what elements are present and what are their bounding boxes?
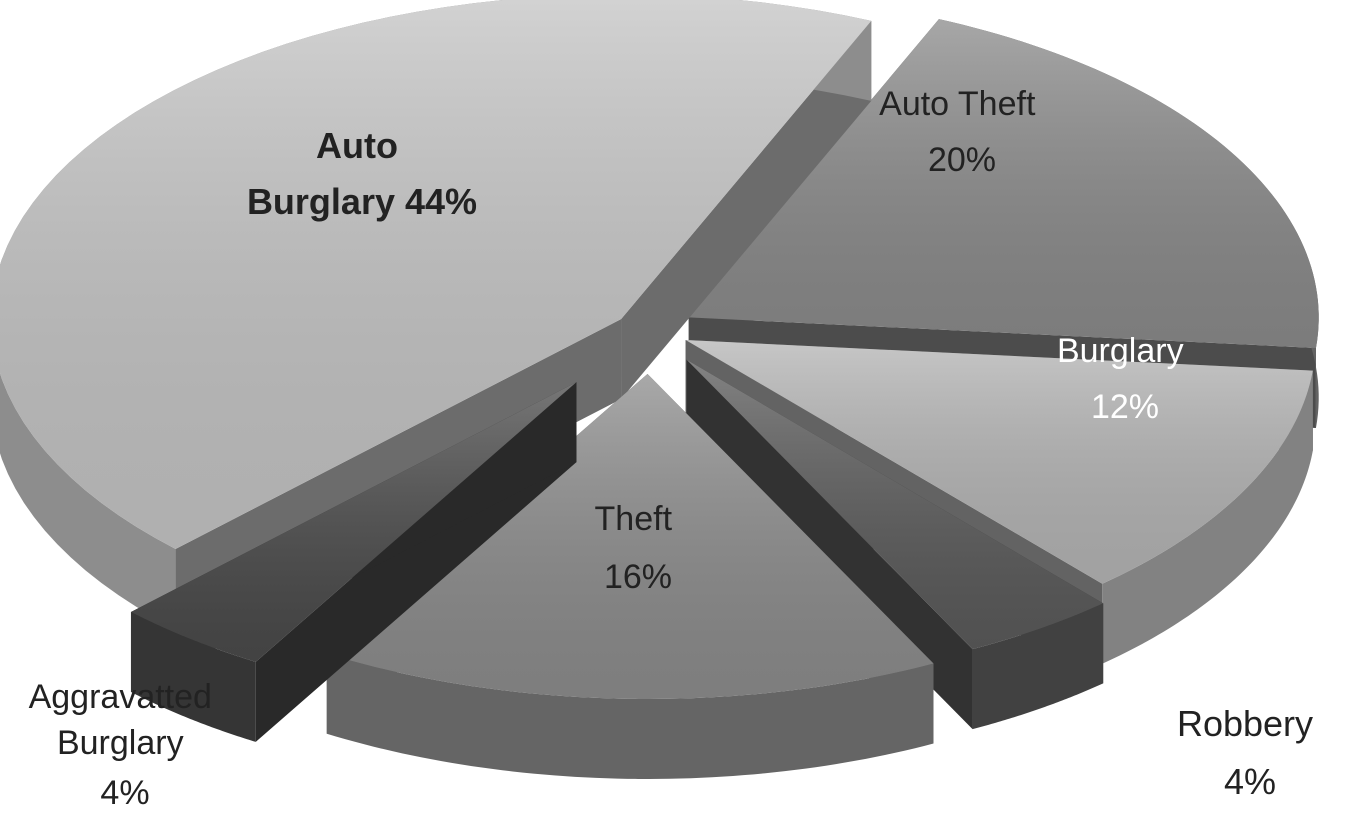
slice-sheen [326,373,934,699]
label-aggravatted-burglary-value: 4% [100,774,149,812]
slice-outer-wall [1102,370,1313,664]
pie-slice-theft [326,373,934,779]
slice-sheen [130,382,577,662]
label-theft: Theft 16% [595,500,682,596]
slice-sheen [688,19,1319,348]
label-burglary-name: Burglary [1057,332,1184,370]
label-auto-burglary-name-2: Burglary 44% [247,181,477,222]
slice-sheen [0,0,872,549]
slice-sheen [686,359,1104,650]
label-aggravatted-burglary-name-2: Burglary [57,724,184,762]
slice-wall [621,20,872,400]
slice-outer-wall [326,653,934,779]
label-auto-burglary-value: 44% [405,181,477,222]
label-auto-theft-value: 20% [928,141,996,179]
label-auto-burglary-name-1: Auto [316,125,398,166]
label-burglary-value: 12% [1091,388,1159,426]
label-theft-value: 16% [604,558,672,596]
label-aggravatted-burglary-name-1: Aggravatted [29,678,212,716]
slice-outer-wall [972,603,1104,730]
pie-slice-aggravatted-burglary [130,382,577,742]
label-auto-burglary: Auto Burglary 44% [247,125,477,222]
slice-outer-wall [130,611,256,742]
label-burglary: Burglary 12% [1057,332,1193,426]
label-auto-theft-name: Auto Theft [879,85,1036,123]
slice-sheen [685,339,1313,584]
label-theft-name: Theft [595,500,673,538]
label-auto-theft: Auto Theft 20% [879,85,1045,179]
label-robbery-value: 4% [1224,761,1276,802]
label-aggravatted-burglary: Aggravatted Burglary 4% [29,678,222,812]
label-robbery: Robbery 4% [1177,703,1323,802]
label-robbery-name: Robbery [1177,703,1313,744]
